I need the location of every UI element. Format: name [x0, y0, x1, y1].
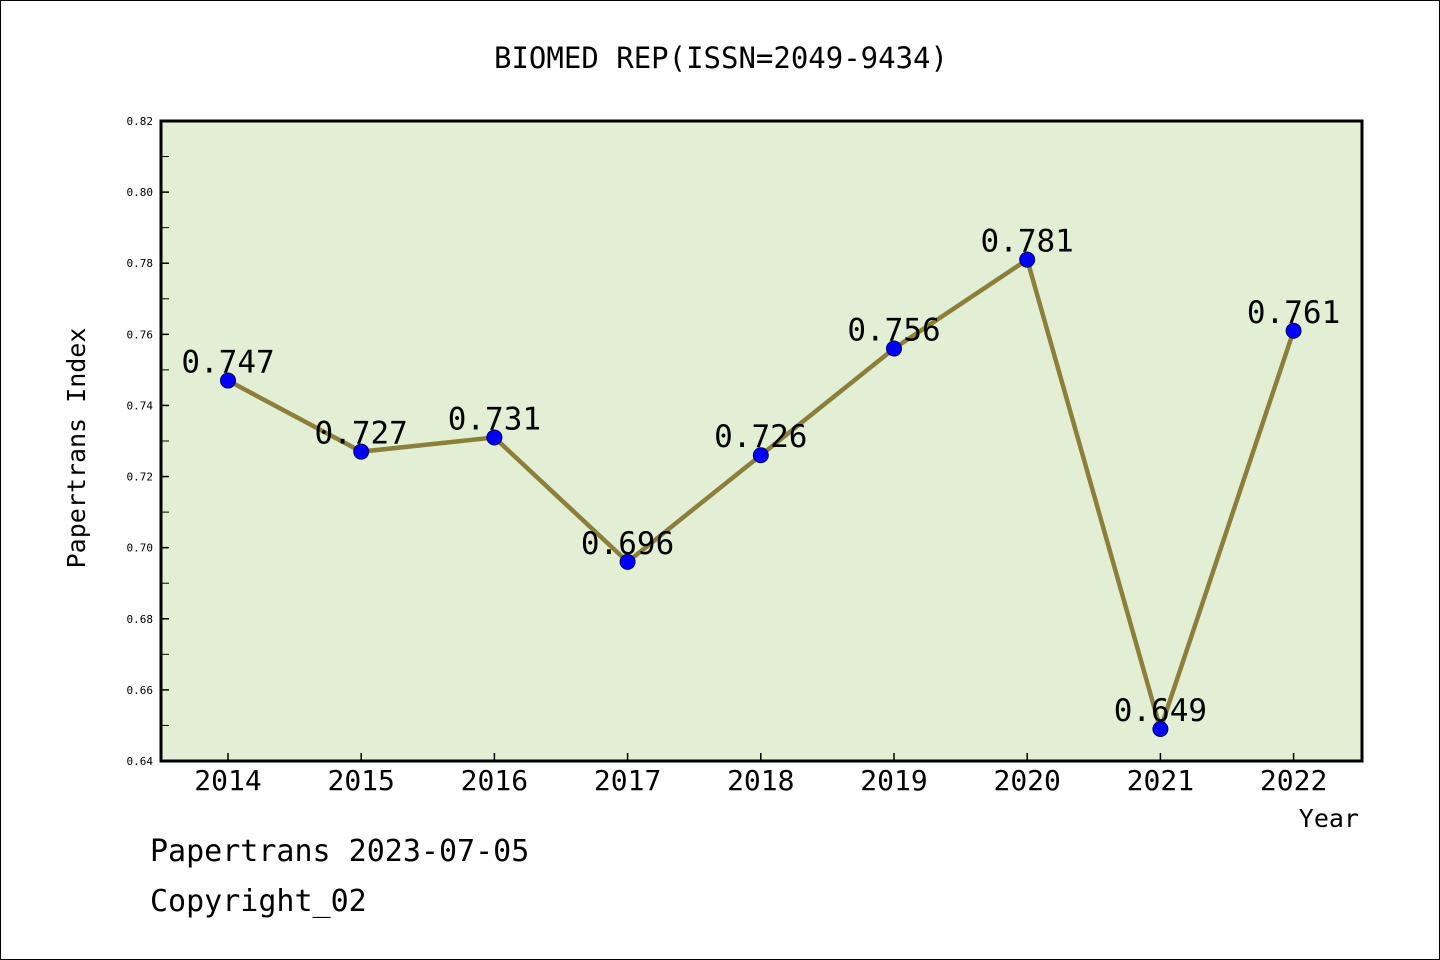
data-point [619, 553, 636, 570]
x-tick-label: 2016 [461, 764, 528, 797]
x-tick-label: 2018 [727, 764, 794, 797]
chart-title: BIOMED REP(ISSN=2049-9434) [494, 41, 948, 75]
x-axis-ticks: 2014 2015 2016 2017 2018 2019 2020 2021 2022 [194, 753, 1327, 797]
y-tick-label: 0.72 [127, 471, 154, 484]
y-tick-label: 0.74 [127, 399, 154, 412]
data-label: 0.696 [581, 526, 674, 562]
data-label: 0.726 [714, 419, 807, 455]
x-tick-label: 2015 [327, 764, 394, 797]
data-label: 0.756 [847, 313, 940, 349]
series-group [220, 251, 1302, 737]
y-tick-label: 0.78 [127, 257, 154, 270]
data-label: 0.761 [1247, 295, 1340, 331]
data-point [1019, 251, 1036, 268]
data-point [752, 447, 769, 464]
data-label-group: 0.747 0.727 0.731 0.696 0.726 0.756 0.781 0.649… [181, 224, 1340, 729]
y-tick-label: 0.82 [127, 115, 154, 128]
data-label: 0.781 [981, 224, 1074, 260]
y-tick-label: 0.66 [127, 684, 154, 697]
x-tick-label: 2017 [594, 764, 661, 797]
y-tick-label: 0.80 [127, 186, 154, 199]
data-label: 0.731 [448, 401, 541, 437]
x-tick-label: 2019 [860, 764, 927, 797]
data-label: 0.727 [315, 416, 408, 452]
x-axis-label: Year [1299, 804, 1359, 833]
data-point [353, 443, 370, 460]
footer-date-text: Papertrans 2023-07-05 [150, 834, 530, 869]
data-point [1152, 721, 1169, 737]
data-point [220, 372, 236, 389]
data-label: 0.747 [181, 345, 274, 381]
x-tick-label: 2020 [993, 764, 1060, 797]
y-tick-label: 0.64 [127, 755, 154, 768]
data-point [486, 429, 503, 446]
y-tick-label: 0.68 [127, 613, 154, 626]
y-tick-label: 0.76 [127, 328, 154, 341]
data-point [1285, 322, 1302, 339]
plot-area [159, 119, 1364, 763]
y-axis-ticks: 0.64 0.66 0.68 0.70 0.72 0.74 0.76 0.78 0.80 0.82 [127, 115, 169, 768]
data-point [886, 340, 902, 357]
x-tick-label: 2022 [1260, 764, 1327, 797]
y-axis-label: Papertrans Index [62, 328, 91, 569]
footer-copyright-text: Copyright_02 [150, 884, 367, 919]
data-label: 0.649 [1114, 693, 1207, 729]
y-tick-label: 0.70 [127, 542, 154, 555]
x-tick-label: 2014 [194, 764, 261, 797]
x-tick-label: 2021 [1127, 764, 1194, 797]
